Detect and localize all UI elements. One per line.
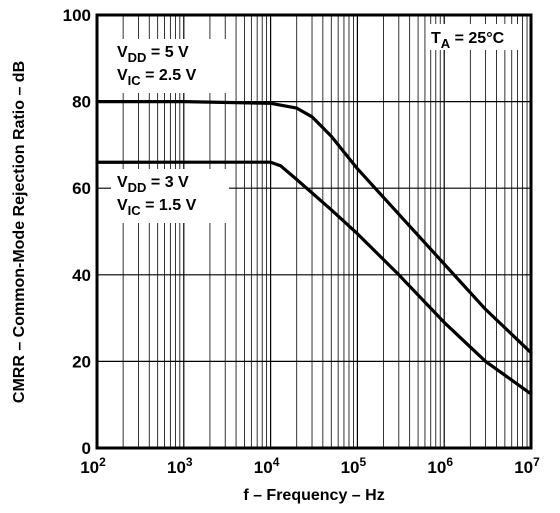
x-tick-label: 106 (427, 455, 453, 477)
y-tick-label: 20 (72, 352, 91, 371)
series-line-2 (95, 160, 533, 396)
x-tick-label: 104 (254, 455, 280, 477)
y-tick-label: 100 (63, 6, 91, 25)
curves (95, 100, 533, 396)
tick-labels: 0 20 40 60 80 100 102 103 104 105 106 107 (63, 6, 540, 477)
plot-frame (95, 13, 533, 450)
series-label-background (111, 169, 229, 223)
x-axis-title: f – Frequency – Hz (243, 487, 384, 504)
condition-background (426, 24, 522, 50)
y-tick-label: 40 (72, 266, 91, 285)
y-tick-label: 80 (72, 93, 91, 112)
series-label-2-line-1: VDD = 3 V (117, 174, 189, 195)
series-label-1-line-2: VIC = 2.5 V (117, 67, 197, 88)
x-tick-label: 105 (341, 455, 367, 477)
condition-label: TA = 25°C (431, 30, 505, 51)
series-line-1 (95, 100, 533, 355)
x-tick-label: 102 (80, 455, 106, 477)
y-tick-label: 60 (72, 179, 91, 198)
series-label-background (111, 39, 229, 93)
series-label-2-line-2: VIC = 1.5 V (117, 197, 197, 218)
y-axis-title: CMRR – Common-Mode Rejection Ratio – dB (11, 61, 28, 403)
series-label-1-line-1: VDD = 5 V (117, 44, 189, 65)
x-tick-label: 103 (167, 455, 193, 477)
y-tick-label: 0 (82, 439, 91, 458)
x-tick-label: 107 (514, 455, 540, 477)
